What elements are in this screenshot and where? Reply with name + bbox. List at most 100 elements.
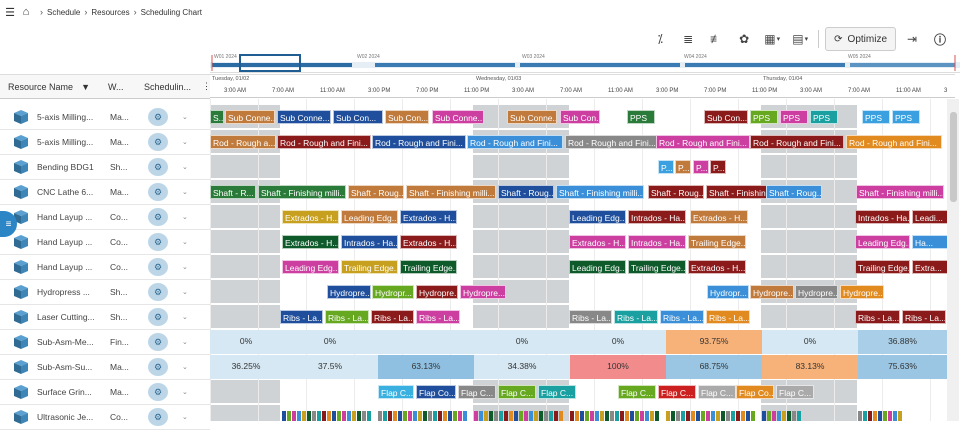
task-bar[interactable]: Shaft - R... xyxy=(210,185,256,199)
task-bar-mini[interactable] xyxy=(378,411,382,421)
task-bar[interactable]: Trailing Edge... xyxy=(628,260,686,274)
task-bar[interactable]: Sub Con... xyxy=(385,110,429,124)
task-bar-mini[interactable] xyxy=(620,411,624,421)
resource-row[interactable]: Hand Layup ... Co... ⚙ ⌄ xyxy=(0,230,210,255)
task-bar-mini[interactable] xyxy=(883,411,887,421)
task-bar-mini[interactable] xyxy=(711,411,715,421)
task-bar-mini[interactable] xyxy=(575,411,579,421)
task-bar-mini[interactable] xyxy=(600,411,604,421)
column-scheduling[interactable]: Schedulin... xyxy=(144,81,192,92)
task-bar[interactable]: Flap C... xyxy=(618,385,656,399)
task-bar-mini[interactable] xyxy=(716,411,720,421)
scrollbar-thumb[interactable] xyxy=(950,112,957,202)
resource-row[interactable]: Surface Grin... Ma... ⚙ ⌄ xyxy=(0,380,210,405)
task-bar[interactable]: Shaft - Roug... xyxy=(648,185,704,199)
task-bar[interactable]: PPS xyxy=(810,110,838,124)
chevron-down-icon[interactable]: ⌄ xyxy=(182,264,188,271)
info-icon[interactable]: ⓘ xyxy=(933,32,946,47)
login-icon[interactable]: ⇥ xyxy=(906,32,918,46)
task-bar[interactable]: Rod - Rough and Fini... xyxy=(750,135,844,149)
task-bar[interactable]: Hydropre... xyxy=(327,285,371,299)
task-bar-mini[interactable] xyxy=(357,411,361,421)
calendar-icon[interactable]: ▦ xyxy=(760,28,784,50)
task-bar[interactable]: Shaft - Finishing milli... xyxy=(856,185,944,199)
task-bar-mini[interactable] xyxy=(539,411,543,421)
chevron-down-icon[interactable]: ⌄ xyxy=(182,289,188,296)
task-bar-mini[interactable] xyxy=(671,411,675,421)
task-bar-mini[interactable] xyxy=(494,411,498,421)
task-bar[interactable]: Extrados - H... xyxy=(690,210,748,224)
chevron-down-icon[interactable]: ⌄ xyxy=(182,139,188,146)
task-bar[interactable]: Sub Conne... xyxy=(507,110,557,124)
task-bar[interactable]: Flap Co... xyxy=(416,385,456,399)
task-bar[interactable]: Shaft - Roug... xyxy=(498,185,554,199)
task-bar-mini[interactable] xyxy=(681,411,685,421)
task-bar-mini[interactable] xyxy=(888,411,892,421)
task-bar-mini[interactable] xyxy=(383,411,387,421)
resource-row[interactable]: 5-axis Milling... Ma... ⚙ ⌄ xyxy=(0,105,210,130)
task-bar-mini[interactable] xyxy=(458,411,462,421)
task-bar-mini[interactable] xyxy=(893,411,897,421)
task-bar[interactable]: Sub Con... xyxy=(333,110,383,124)
task-bar-mini[interactable] xyxy=(863,411,867,421)
task-bar[interactable]: Ribs - La... xyxy=(325,310,369,324)
breadcrumb-schedule[interactable]: Schedule xyxy=(47,7,81,17)
task-bar[interactable]: Rod - Rough and Fini... xyxy=(277,135,371,149)
task-bar-mini[interactable] xyxy=(549,411,553,421)
task-bar-mini[interactable] xyxy=(554,411,558,421)
column-work-center[interactable]: W... xyxy=(108,81,124,92)
task-bar-mini[interactable] xyxy=(327,411,331,421)
chevron-down-icon[interactable]: ⌄ xyxy=(182,339,188,346)
chevron-down-icon[interactable]: ⌄ xyxy=(182,114,188,121)
task-bar-mini[interactable] xyxy=(393,411,397,421)
task-bar[interactable]: P... xyxy=(675,160,691,174)
task-bar[interactable]: Extrados - H... xyxy=(400,235,457,249)
task-bar[interactable]: Shaft - Roug... xyxy=(766,185,822,199)
task-bar[interactable]: Flap C... xyxy=(458,385,496,399)
task-bar[interactable]: Ha... xyxy=(912,235,947,249)
task-bar-mini[interactable] xyxy=(312,411,316,421)
task-bar[interactable]: Rod - Rough and Fini... xyxy=(372,135,466,149)
task-bar-mini[interactable] xyxy=(635,411,639,421)
task-bar-mini[interactable] xyxy=(731,411,735,421)
task-bar-mini[interactable] xyxy=(403,411,407,421)
task-bar-mini[interactable] xyxy=(580,411,584,421)
scheduling-gear-icon[interactable]: ⚙ xyxy=(148,183,168,201)
task-bar[interactable]: Leading Edg... xyxy=(569,210,626,224)
task-bar-mini[interactable] xyxy=(367,411,371,421)
task-bar[interactable]: Shaft - Finishing milli... xyxy=(556,185,644,199)
task-bar-mini[interactable] xyxy=(474,411,478,421)
task-bar[interactable]: Intrados - Ha... xyxy=(628,235,686,249)
chevron-down-icon[interactable]: ⌄ xyxy=(182,314,188,321)
task-bar[interactable]: Flap C... xyxy=(658,385,696,399)
task-bar[interactable]: P... xyxy=(710,160,726,174)
task-bar-mini[interactable] xyxy=(787,411,791,421)
scheduling-gear-icon[interactable]: ⚙ xyxy=(148,133,168,151)
task-bar-mini[interactable] xyxy=(418,411,422,421)
task-bar[interactable]: Hydropre... xyxy=(750,285,794,299)
task-bar-mini[interactable] xyxy=(342,411,346,421)
task-bar-mini[interactable] xyxy=(772,411,776,421)
task-bar[interactable]: Shaft - Roug... xyxy=(348,185,404,199)
scheduling-gear-icon[interactable]: ⚙ xyxy=(148,158,168,176)
home-icon[interactable]: ⌂ xyxy=(22,6,30,18)
task-bar-mini[interactable] xyxy=(610,411,614,421)
task-bar-mini[interactable] xyxy=(650,411,654,421)
task-bar-mini[interactable] xyxy=(590,411,594,421)
task-bar-mini[interactable] xyxy=(898,411,902,421)
task-bar[interactable]: Sub Conne... xyxy=(225,110,275,124)
task-bar-mini[interactable] xyxy=(524,411,528,421)
task-bar-mini[interactable] xyxy=(645,411,649,421)
task-bar-mini[interactable] xyxy=(448,411,452,421)
scheduling-gear-icon[interactable]: ⚙ xyxy=(148,208,168,226)
task-bar-mini[interactable] xyxy=(873,411,877,421)
task-bar[interactable]: Rod - Rough and Fini... xyxy=(467,135,563,149)
task-bar[interactable]: Ribs - La... xyxy=(569,310,612,324)
task-bar[interactable]: Extrados - H... xyxy=(569,235,626,249)
task-bar[interactable]: Intrados - Ha... xyxy=(341,235,398,249)
task-bar[interactable]: Ribs - La... xyxy=(660,310,704,324)
task-bar[interactable]: Hydropr... xyxy=(372,285,414,299)
resource-row[interactable]: Hand Layup ... Co... ⚙ ⌄ xyxy=(0,205,210,230)
task-bar-mini[interactable] xyxy=(676,411,680,421)
task-bar[interactable]: Ribs - La... xyxy=(371,310,414,324)
